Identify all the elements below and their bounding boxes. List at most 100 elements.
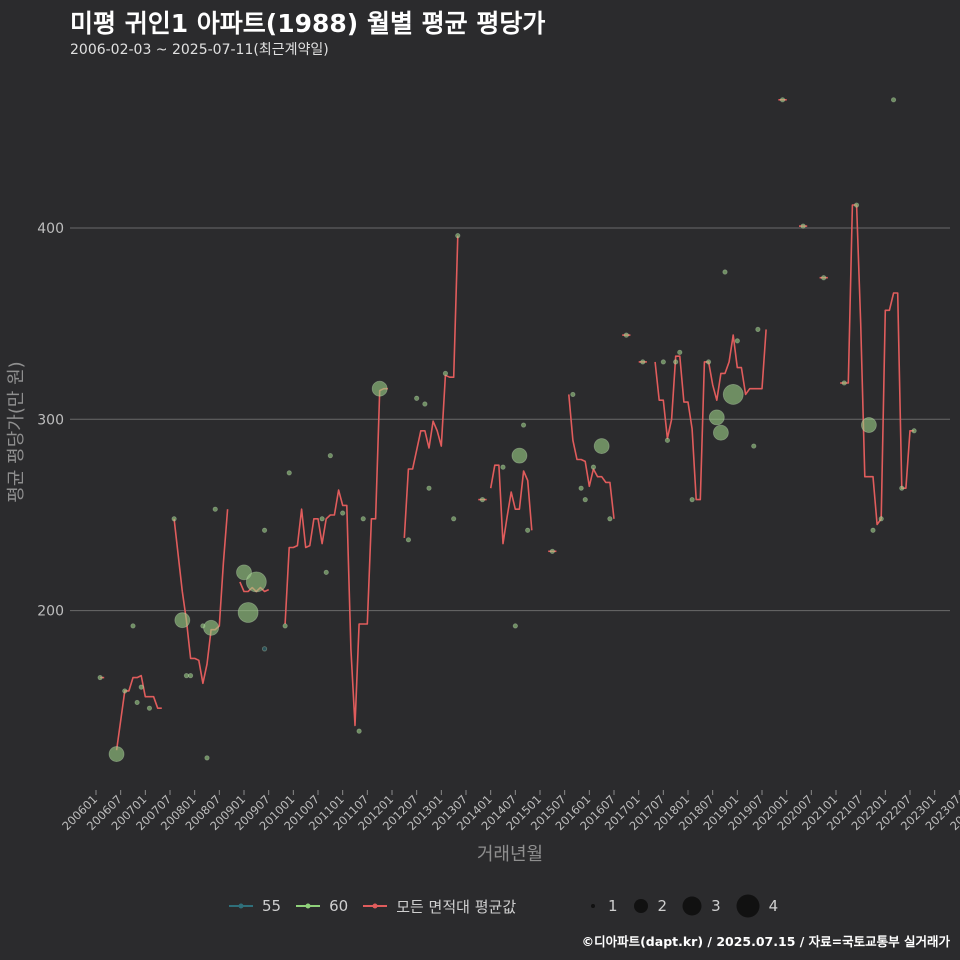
size-legend-item-1: 1 <box>586 896 618 916</box>
size-legend-item-4: 4 <box>735 893 778 919</box>
size-legend-label-3: 3 <box>711 897 721 915</box>
data-point-60-12 <box>204 755 210 761</box>
data-point-60-36 <box>479 497 486 503</box>
data-point-60-35 <box>455 233 461 239</box>
data-point-60-50 <box>640 359 646 365</box>
data-point-60-0 <box>97 674 103 681</box>
data-point-60-29 <box>405 537 412 543</box>
data-point-60-69 <box>860 417 877 433</box>
data-point-60-2 <box>122 688 128 694</box>
data-point-60-43 <box>570 391 576 398</box>
size-legend-item-3: 3 <box>681 895 721 917</box>
data-point-60-56 <box>705 359 712 365</box>
data-point-60-55 <box>689 497 695 503</box>
legend-label-60: 60 <box>329 897 349 915</box>
data-point-60-66 <box>821 275 827 281</box>
data-point-60-30 <box>414 395 420 401</box>
data-point-55-19 <box>261 646 268 652</box>
data-point-60-47 <box>593 438 610 454</box>
legend-label-all-average: 모든 면적대 평균값 <box>396 897 517 916</box>
data-point-60-54 <box>677 349 683 355</box>
data-point-60-37 <box>500 464 506 470</box>
average-line-segment-2 <box>173 509 229 685</box>
data-point-60-40 <box>520 422 527 428</box>
data-point-60-67 <box>841 380 847 386</box>
legend-key-60 <box>296 903 321 909</box>
data-point-60-8 <box>174 612 191 629</box>
legend-key-55 <box>229 903 253 909</box>
data-point-60-45 <box>582 497 588 503</box>
average-line-segment-7 <box>489 464 533 545</box>
size-legend-label-2: 2 <box>657 897 668 915</box>
data-point-60-74 <box>911 428 917 434</box>
y-tick-label-300: 300 <box>37 412 64 428</box>
data-point-60-44 <box>578 485 584 491</box>
data-point-60-46 <box>590 464 597 470</box>
data-point-60-18 <box>261 527 268 533</box>
data-point-60-64 <box>779 97 786 103</box>
data-point-60-23 <box>323 569 329 575</box>
data-point-60-58 <box>712 424 729 441</box>
y-axis-title: 평균 평당가(만 원) <box>6 361 27 502</box>
data-point-60-34 <box>451 516 457 522</box>
size-legend-item-2: 2 <box>632 896 668 916</box>
data-point-60-6 <box>146 705 153 711</box>
source-caption: ©디아파트(dapt.kr) / 2025.07.15 / 자료=국토교통부 실… <box>581 934 950 949</box>
data-point-60-13 <box>203 619 220 636</box>
average-line-segment-4 <box>284 387 388 727</box>
data-point-60-7 <box>171 516 177 522</box>
series-legend: 55 60 모든 면적대 평균값 <box>228 896 530 916</box>
data-point-60-22 <box>319 516 325 522</box>
data-point-60-16 <box>237 602 259 623</box>
average-line-segment-1 <box>115 674 162 751</box>
data-point-60-63 <box>755 326 761 332</box>
data-point-60-65 <box>800 223 806 229</box>
data-point-60-26 <box>356 728 362 734</box>
average-line-segment-5 <box>403 235 459 538</box>
chart-title: 미평 귀인1 아파트(1988) 월별 평균 평당가 <box>70 9 546 38</box>
legend-item-55: 55 <box>228 897 281 915</box>
data-point-60-38 <box>512 623 518 629</box>
data-point-60-14 <box>212 506 218 512</box>
data-point-60-25 <box>340 510 346 516</box>
data-point-60-5 <box>138 684 144 690</box>
data-point-60-17 <box>245 571 267 593</box>
chart-subtitle: 2006-02-03 ~ 2025-07-11(최근계약일) <box>70 42 329 58</box>
data-point-60-73 <box>899 485 905 491</box>
data-point-60-59 <box>722 269 728 275</box>
data-point-60-42 <box>549 548 555 554</box>
data-point-60-48 <box>607 516 613 522</box>
data-point-60-21 <box>286 470 292 476</box>
data-point-60-24 <box>327 453 333 459</box>
data-point-60-15 <box>236 564 252 581</box>
data-point-60-3 <box>130 623 136 629</box>
legend-item-all-average: 모든 면적대 평균값 <box>362 896 516 917</box>
average-line-segment-9 <box>568 394 615 519</box>
data-point-60-33 <box>442 370 449 376</box>
data-point-60-71 <box>878 516 884 522</box>
data-point-60-51 <box>660 359 666 365</box>
size-legend-label-1: 1 <box>608 897 618 915</box>
data-point-60-31 <box>422 401 428 407</box>
data-point-60-28 <box>371 380 388 397</box>
data-point-60-41 <box>525 527 531 533</box>
y-tick-label-200: 200 <box>37 604 64 620</box>
size-legend: 1 2 3 4 <box>586 893 792 919</box>
data-point-60-57 <box>708 409 725 426</box>
data-point-60-70 <box>870 527 876 533</box>
data-point-60-62 <box>751 443 757 449</box>
data-point-60-49 <box>623 332 629 338</box>
data-point-60-39 <box>511 447 528 464</box>
data-point-60-61 <box>734 338 740 344</box>
data-point-60-60 <box>722 384 744 405</box>
data-point-60-52 <box>664 437 671 443</box>
data-point-60-53 <box>673 359 679 365</box>
data-point-60-72 <box>890 97 897 103</box>
legend-label-55: 55 <box>262 897 282 915</box>
x-axis-title: 거래년월 <box>477 844 543 865</box>
average-line-segment-12 <box>654 329 767 501</box>
data-point-60-1 <box>108 746 125 762</box>
legend-key-all-average <box>363 903 388 909</box>
data-point-60-4 <box>134 699 140 706</box>
